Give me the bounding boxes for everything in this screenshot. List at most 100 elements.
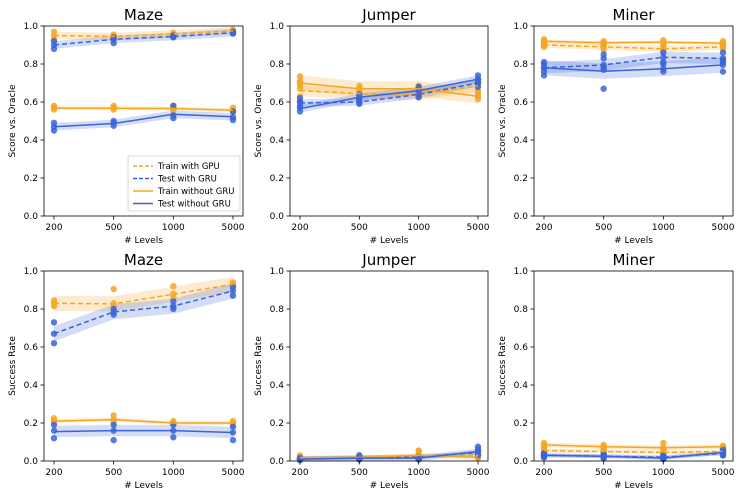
x-tick-label: 200 [45, 468, 62, 478]
series-line [543, 56, 724, 69]
data-point [600, 444, 607, 451]
y-tick-label: 0.8 [24, 60, 39, 70]
plot-frame [533, 270, 734, 462]
x-tick-label: 1000 [407, 223, 430, 233]
y-tick-label: 1.0 [24, 22, 39, 32]
subplot-title: Maze [124, 6, 163, 24]
data-point [296, 73, 304, 80]
confidence-band [300, 75, 478, 104]
series-line [543, 449, 724, 454]
x-axis-label: # Levels [370, 236, 409, 246]
subplot-1: Maze 0.0 0.2 0.4 0.6 0.8 1.0 200 500 1000 5000 # Le… [8, 6, 245, 246]
x-axis-label: # Levels [124, 481, 163, 491]
data-point [229, 292, 237, 299]
x-tick-label: 5000 [222, 468, 245, 478]
subplot-title: Miner [612, 251, 655, 269]
subplot-title: Jumper [361, 251, 416, 269]
data-point [50, 427, 58, 434]
series-line [543, 44, 724, 50]
data-point [229, 436, 237, 444]
subplot-title: Jumper [361, 6, 416, 24]
confidence-band [544, 450, 723, 461]
confidence-band [54, 283, 233, 342]
y-tick-label: 0.2 [514, 174, 528, 184]
series-line [543, 451, 724, 459]
data-point [660, 68, 667, 75]
y-tick-label: 0.6 [24, 98, 39, 108]
series-line [299, 78, 479, 110]
data-point [110, 106, 117, 113]
y-tick-label: 0.4 [514, 381, 529, 391]
legend-entry: Test without GRU [157, 200, 231, 210]
y-tick-label: 1.0 [514, 267, 529, 277]
x-tick-label: 5000 [712, 468, 735, 478]
plot-frame [43, 270, 244, 462]
series-line [543, 444, 724, 449]
data-point [660, 60, 667, 68]
data-point [660, 54, 667, 61]
y-tick-label: 0.4 [24, 136, 39, 146]
y-tick-label: 0.4 [270, 381, 285, 391]
legend-entry: Test with GRU [157, 175, 217, 185]
data-point [170, 283, 177, 290]
data-point [50, 302, 58, 310]
series-line [53, 107, 234, 111]
x-axis-label: # Levels [124, 236, 163, 246]
data-point [600, 51, 607, 58]
y-tick-label: 0.2 [514, 419, 528, 429]
y-tick-label: 0.8 [270, 60, 285, 70]
y-tick-label: 0.4 [514, 136, 529, 146]
data-point [540, 72, 548, 79]
x-tick-label: 1000 [162, 468, 185, 478]
x-tick-label: 5000 [467, 468, 490, 478]
y-axis-label: Success Rate [498, 336, 508, 396]
data-point [415, 447, 422, 454]
subplot-3: Miner 0.0 0.2 0.4 0.6 0.8 1.0 200 500 1000 5000 # L… [498, 6, 735, 246]
x-tick-label: 500 [595, 468, 612, 478]
data-point [296, 108, 304, 115]
data-point [110, 39, 117, 47]
x-tick-label: 500 [595, 223, 612, 233]
series-line [543, 64, 724, 72]
x-tick-label: 200 [291, 468, 308, 478]
series-line [53, 31, 234, 46]
data-point [170, 34, 177, 41]
series-line [543, 40, 724, 44]
y-tick-label: 0.6 [270, 343, 285, 353]
x-tick-label: 200 [291, 223, 308, 233]
subplot-2: Jumper 0.0 0.2 0.4 0.6 0.8 1.0 200 500 1000 5000 # … [254, 6, 490, 246]
data-point [50, 340, 58, 347]
confidence-band [54, 424, 233, 439]
y-tick-label: 0.2 [270, 174, 284, 184]
x-axis-label: # Levels [370, 481, 409, 491]
y-tick-label: 0.0 [514, 212, 529, 222]
x-tick-label: 1000 [162, 223, 185, 233]
y-tick-label: 0.8 [514, 60, 529, 70]
y-tick-label: 0.6 [24, 343, 39, 353]
x-tick-label: 1000 [652, 223, 675, 233]
y-tick-label: 0.6 [514, 98, 529, 108]
series-line [53, 418, 233, 424]
data-point [50, 421, 58, 429]
legend-entry: Train with GPU [157, 162, 220, 172]
legend-box [127, 155, 241, 212]
data-point [600, 46, 607, 53]
series-line [299, 450, 479, 460]
subplot-6: Miner 0.0 0.2 0.4 0.6 0.8 1.0 200 500 1000 5000 # L… [498, 251, 735, 491]
data-point [50, 435, 58, 442]
x-tick-label: 200 [535, 468, 552, 478]
x-tick-label: 1000 [652, 468, 675, 478]
data-point [170, 305, 177, 313]
confidence-band [544, 51, 723, 74]
data-point [229, 108, 237, 115]
x-tick-label: 200 [535, 223, 552, 233]
data-point [660, 49, 667, 56]
subplot-title: Miner [612, 6, 655, 24]
y-tick-label: 0.6 [514, 343, 529, 353]
series-line [53, 113, 234, 128]
data-point [229, 116, 237, 124]
data-point [170, 434, 177, 441]
data-point [296, 98, 304, 106]
x-tick-label: 200 [45, 223, 62, 233]
x-tick-label: 5000 [222, 223, 245, 233]
